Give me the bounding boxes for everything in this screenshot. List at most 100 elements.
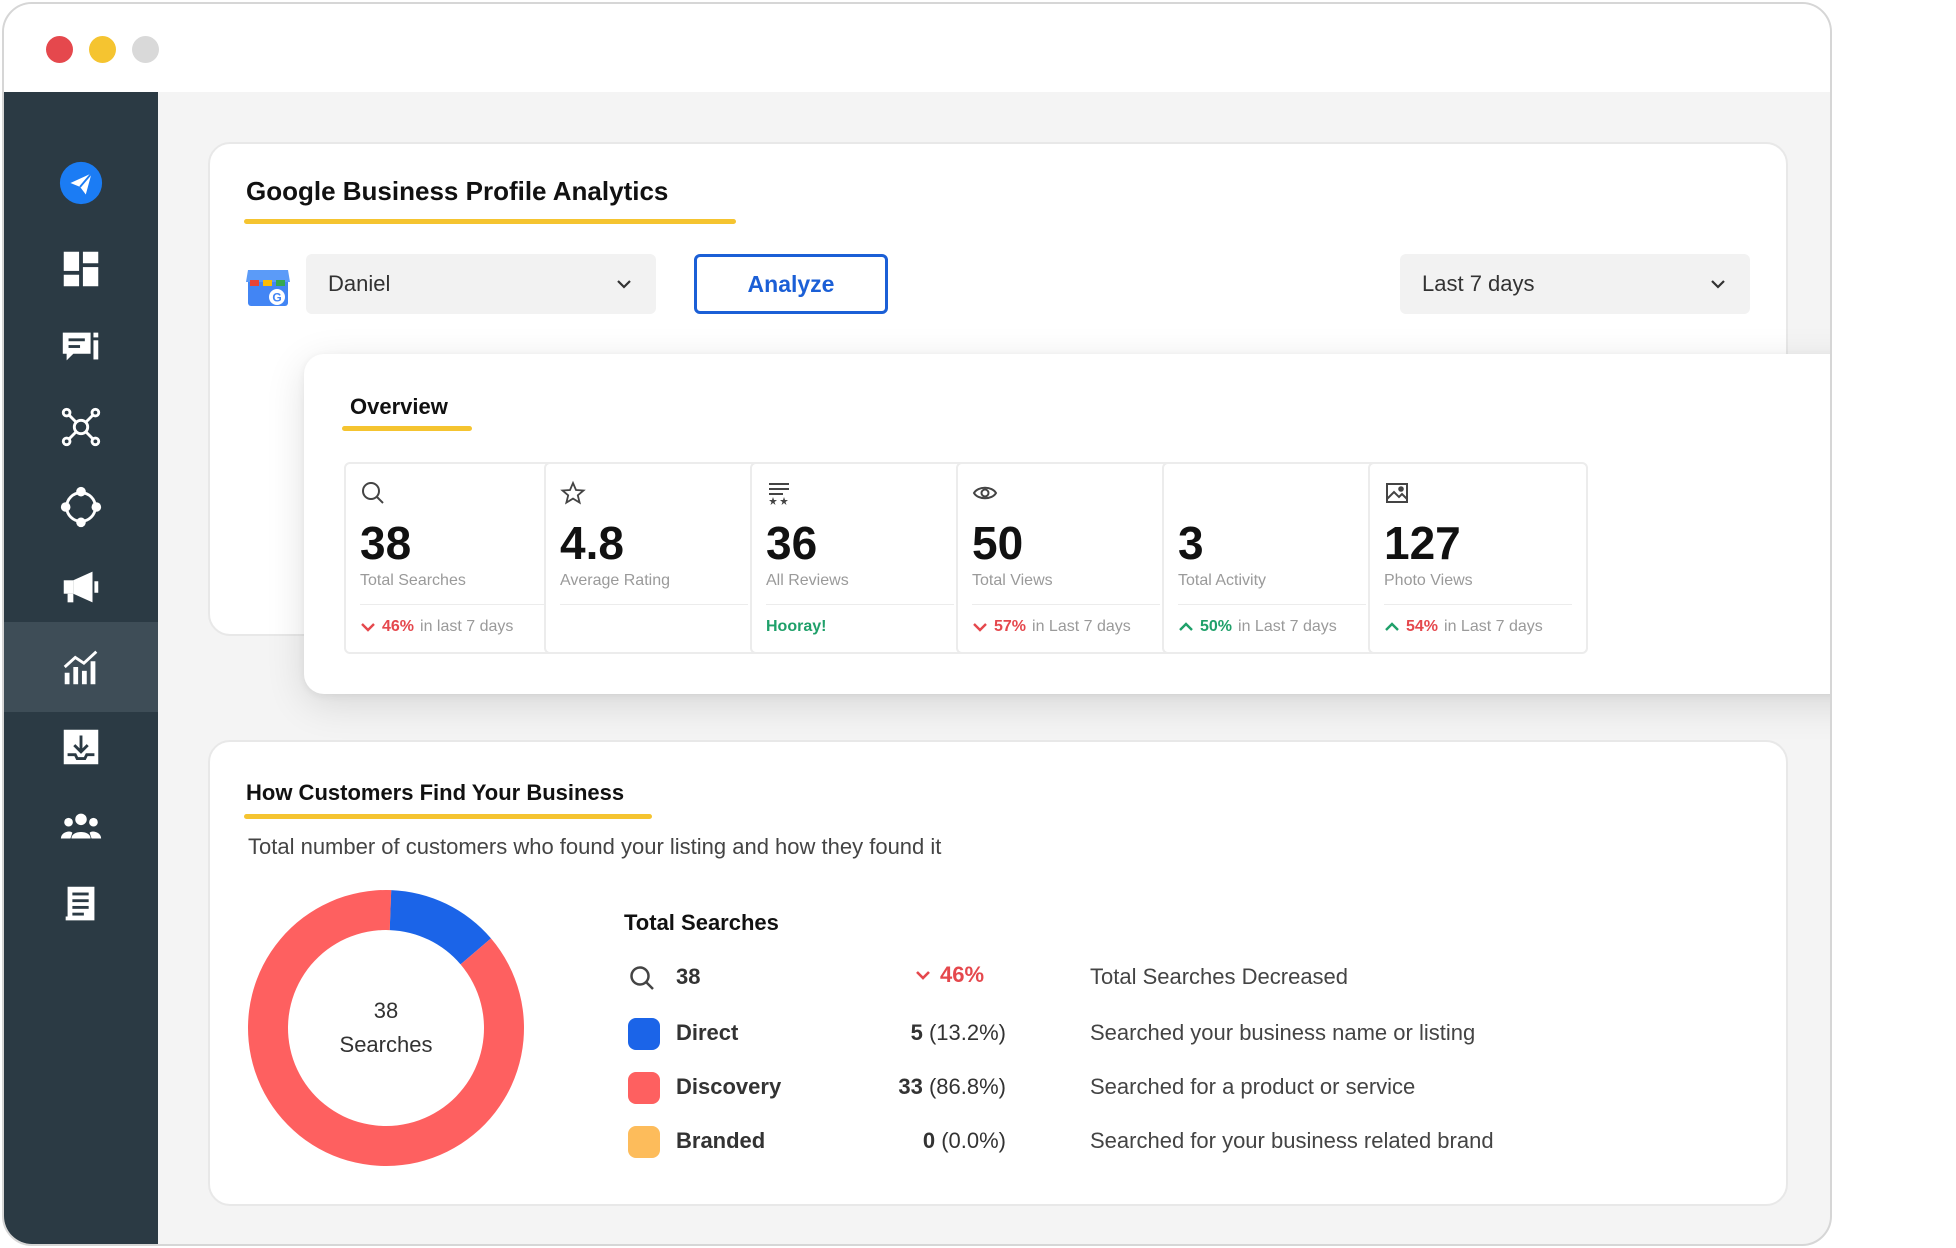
stat-note: Hooray! (766, 618, 827, 635)
chevron-down-icon (1711, 280, 1725, 289)
chevron-down-icon (973, 623, 987, 632)
stat-trend: Hooray! (766, 618, 826, 636)
stat-card-all-reviews: 36 All Reviews Hooray! (750, 462, 970, 654)
stat-value: 38 (360, 517, 412, 569)
sidebar-item-team[interactable] (4, 782, 158, 872)
source-count: 0 (0.0%) (922, 1128, 1006, 1153)
sidebar-item-home[interactable] (4, 138, 158, 228)
date-range-select-value: Last 7 days (1422, 271, 1535, 296)
reviews-icon (769, 483, 789, 505)
chevron-down-icon (361, 623, 375, 632)
source-description: Searched your business name or listing (1090, 1020, 1476, 1045)
source-description: Searched for a product or service (1090, 1074, 1416, 1099)
find-subtitle: Total number of customers who found your… (248, 834, 942, 859)
stat-trend-percent: 57% (994, 618, 1027, 635)
total-searches-value: 38 (676, 964, 701, 989)
donut-center-label: Searches (339, 1032, 433, 1057)
chevron-up-icon (1385, 622, 1399, 631)
searches-donut-chart (248, 890, 525, 1166)
date-range-select[interactable]: Last 7 days (1400, 254, 1750, 314)
stat-trend-percent: 50% (1200, 618, 1233, 635)
stat-value: 127 (1384, 517, 1461, 569)
source-description: Searched for your business related brand (1090, 1128, 1494, 1153)
app-window: Google Business Profile Analytics G Dani… (2, 2, 1832, 1246)
source-name: Direct (676, 1020, 739, 1045)
sidebar-item-network[interactable] (4, 382, 158, 472)
image-icon (1386, 483, 1408, 503)
overview-title-underline (342, 426, 472, 431)
minimize-window-button[interactable] (89, 36, 116, 63)
source-row-discovery: Discovery 33 (86.8%) Searched for a prod… (624, 1066, 1724, 1106)
total-searches-change: 46% (914, 962, 984, 988)
reviews-chat-icon (62, 332, 99, 361)
source-row-direct: Direct 5 (13.2%) Searched your business … (624, 1012, 1724, 1052)
find-title: How Customers Find Your Business (246, 780, 625, 805)
stat-trend: 50% in Last 7 days (1178, 618, 1337, 636)
stat-divider (766, 604, 954, 605)
megaphone-icon (63, 571, 99, 603)
download-tray-icon (63, 729, 99, 765)
stat-divider (1384, 604, 1572, 605)
zoom-window-button[interactable] (132, 36, 159, 63)
stat-value: 4.8 (560, 517, 624, 569)
stat-trend-percent: 46% (382, 618, 415, 635)
stat-card-total-activity: 3 Total Activity 50% in Last 7 days (1162, 462, 1382, 654)
stat-divider (1178, 604, 1366, 605)
stat-trend: 54% in Last 7 days (1384, 618, 1543, 636)
find-business-card: How Customers Find Your Business Total n… (208, 740, 1788, 1206)
sidebar-item-reviews[interactable] (4, 302, 158, 392)
total-searches-change-percent: 46% (940, 962, 985, 987)
stat-trend-suffix: in Last 7 days (1032, 618, 1131, 635)
total-searches-heading: Total Searches (624, 910, 779, 935)
sidebar-item-reports[interactable] (4, 860, 158, 950)
chevron-down-icon (617, 280, 631, 289)
source-name: Branded (676, 1128, 766, 1153)
gbp-title: Google Business Profile Analytics (246, 176, 669, 206)
sidebar-item-dashboard[interactable] (4, 224, 158, 314)
donut-center: 38 Searches (246, 888, 526, 1168)
chevron-up-icon (1179, 622, 1193, 631)
source-count: 5 (13.2%) (910, 1020, 1006, 1045)
overview-panel: Overview 38 Total Searches 46% in last 7… (304, 354, 1830, 694)
total-searches-row: 38 46% Total Searches Decreased (624, 956, 1724, 996)
stat-label: Average Rating (560, 572, 670, 589)
stat-label: Total Views (972, 572, 1053, 589)
close-window-button[interactable] (46, 36, 73, 63)
donut-slice-direct (389, 890, 491, 965)
search-icon (630, 966, 654, 990)
total-searches-description: Total Searches Decreased (1090, 964, 1349, 989)
stat-divider (972, 604, 1160, 605)
stat-trend: 46% in last 7 days (360, 618, 513, 636)
stat-trend-suffix: in Last 7 days (1444, 618, 1543, 635)
stat-card-total-searches: 38 Total Searches 46% in last 7 days (344, 462, 564, 654)
source-name: Discovery (676, 1074, 782, 1099)
sidebar-item-analytics[interactable] (4, 622, 158, 712)
search-icon (362, 482, 384, 504)
sidebar-item-campaigns[interactable] (4, 542, 158, 632)
chevron-down-icon (916, 971, 930, 980)
sidebar-item-downloads[interactable] (4, 702, 158, 792)
stat-label: All Reviews (766, 572, 849, 589)
sidebar-item-integrations[interactable] (4, 462, 158, 552)
stat-value: 50 (972, 517, 1024, 569)
dashboard-grid-icon (63, 251, 99, 287)
network-nodes-icon (61, 407, 101, 447)
stat-divider (560, 604, 748, 605)
google-my-business-icon: G (246, 270, 290, 306)
stat-card-average-rating: 4.8 Average Rating (544, 462, 764, 654)
stat-trend-percent: 54% (1406, 618, 1439, 635)
stat-trend-suffix: in last 7 days (420, 618, 514, 635)
legend-swatch (628, 1072, 660, 1104)
stat-trend-suffix: in Last 7 days (1238, 618, 1337, 635)
location-select[interactable]: Daniel (306, 254, 656, 314)
paper-plane-icon (59, 161, 103, 205)
stat-label: Total Activity (1178, 572, 1267, 589)
stat-card-photo-views: 127 Photo Views 54% in Last 7 days (1368, 462, 1588, 654)
legend-swatch (628, 1126, 660, 1158)
stat-trend: 57% in Last 7 days (972, 618, 1131, 636)
analytics-bar-icon (63, 650, 98, 685)
stat-value: 3 (1178, 517, 1204, 569)
source-row-branded: Branded 0 (0.0%) Searched for your busin… (624, 1120, 1724, 1160)
eye-icon (972, 486, 998, 500)
analyze-button[interactable]: Analyze (694, 254, 888, 314)
